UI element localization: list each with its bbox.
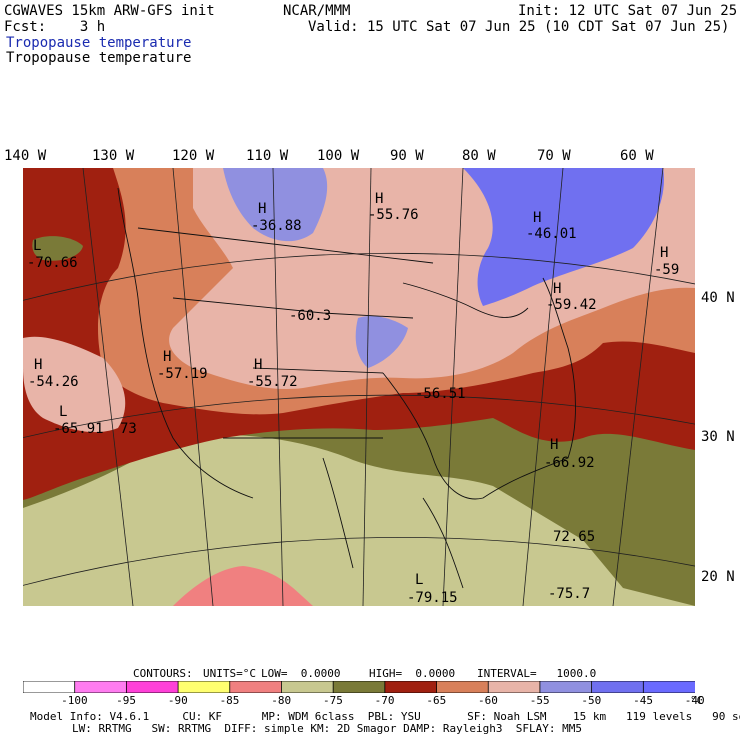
organization: NCAR/MMM — [283, 3, 351, 19]
footer-physics-info: LW: RRTMG SW: RRTMG DIFF: simple KM: 2D … — [72, 722, 582, 735]
contours-label: CONTOURS: — [133, 667, 193, 680]
lon-label: 80 W — [462, 148, 496, 164]
contours-high: HIGH= 0.0000 — [369, 667, 456, 680]
legend-swatch — [642, 681, 695, 693]
field-title: Tropopause temperature — [6, 35, 192, 51]
extremum-type: H — [254, 357, 263, 373]
legend-swatch — [74, 681, 128, 693]
legend-swatch — [591, 681, 645, 693]
extremum-type: H — [660, 245, 669, 261]
valid-time: Valid: 15 UTC Sat 07 Jun 25 (10 CDT Sat … — [308, 19, 730, 35]
extremum-value: -46.01 — [526, 226, 577, 242]
extremum-type: L — [415, 572, 424, 588]
lat-label: 20 N — [701, 569, 735, 585]
extremum-value: -36.88 — [251, 218, 302, 234]
extremum-type: H — [533, 210, 542, 226]
legend-tick-label: -90 — [167, 694, 188, 707]
extremum-value: -59.42 — [546, 297, 597, 313]
init-time: Init: 12 UTC Sat 07 Jun 25 — [518, 3, 738, 19]
lat-label: 40 N — [701, 290, 735, 306]
extremum-value: 72.65 — [553, 529, 596, 545]
footer-model-info: Model Info: V4.6.1 CU: KF MP: WDM 6class… — [30, 710, 740, 723]
legend-tick-label: -45 — [633, 694, 653, 707]
legend-swatch — [125, 681, 179, 693]
lat-label: 30 N — [701, 429, 735, 445]
region-lavender-nw — [223, 168, 328, 242]
legend-tick-label: -40 — [684, 694, 705, 707]
extremum-value: -55.72 — [247, 374, 298, 390]
region-olive-west — [32, 236, 83, 261]
legend-tick-label: -95 — [116, 694, 137, 707]
legend-tick-label: -85 — [219, 694, 240, 707]
lon-label: 140 W — [4, 148, 47, 164]
extremum-type: H — [258, 201, 267, 217]
legend-tick-label: -100 — [61, 694, 88, 707]
contours-units: UNITS=°C — [203, 667, 256, 680]
region-salmon — [173, 566, 313, 606]
boundaries — [117, 187, 576, 589]
extremum-value: -66.92 — [544, 455, 595, 471]
extremum-value: -79.15 — [407, 590, 458, 606]
legend-swatch — [384, 681, 438, 693]
extremum-value: -55.76 — [368, 207, 419, 223]
lon-label: 100 W — [317, 148, 360, 164]
extremum-value: -56.51 — [415, 386, 466, 402]
legend-tick-label: -50 — [581, 694, 602, 707]
extremum-value: -59 — [654, 262, 680, 278]
legend-swatch — [177, 681, 231, 693]
legend-swatch — [539, 681, 593, 693]
region-west-pink — [23, 336, 126, 433]
field-subtitle: Tropopause temperature — [6, 50, 192, 66]
lon-label: 130 W — [92, 148, 135, 164]
legend-swatch — [436, 681, 490, 693]
contours-low: LOW= 0.0000 — [261, 667, 341, 680]
extremum-value: 73 — [120, 421, 137, 437]
model-title: CGWAVES 15km ARW-GFS init — [4, 3, 215, 19]
lon-label: 60 W — [620, 148, 654, 164]
extremum-value: -57.19 — [157, 366, 208, 382]
tropopause-temperature-map — [23, 168, 695, 606]
extremum-value: -60.3 — [289, 308, 332, 324]
legend-tick-label: -80 — [271, 694, 292, 707]
forecast-hour: Fcst: 3 h — [4, 19, 106, 35]
color-legend-bar — [23, 681, 695, 693]
legend-tick-label: -55 — [529, 694, 550, 707]
legend-tick-label: -70 — [374, 694, 395, 707]
extremum-type: H — [163, 349, 172, 365]
legend-tick-label: -65 — [426, 694, 447, 707]
extremum-value: -75.7 — [548, 586, 591, 602]
region-blue-east — [463, 168, 664, 306]
legend-swatch — [487, 681, 541, 693]
extremum-value: -54.26 — [28, 374, 79, 390]
legend-swatch — [281, 681, 335, 693]
extremum-type: H — [553, 281, 562, 297]
region-lavender-central — [355, 316, 408, 368]
legend-swatch — [332, 681, 386, 693]
legend-unit: °C — [690, 694, 704, 707]
extremum-value: -65.91 — [53, 421, 104, 437]
legend-tick-label: -60 — [478, 694, 498, 707]
lon-label: 110 W — [246, 148, 289, 164]
extremum-type: H — [375, 191, 384, 207]
legend-swatch — [23, 681, 76, 693]
legend-swatch — [229, 681, 283, 693]
extremum-type: H — [34, 357, 43, 373]
contours-interval: INTERVAL= 1000.0 — [477, 667, 597, 680]
lon-label: 90 W — [390, 148, 424, 164]
legend-tick-label: -75 — [322, 694, 343, 707]
lon-label: 70 W — [537, 148, 571, 164]
extremum-value: -70.66 — [27, 255, 78, 271]
extremum-type: L — [59, 404, 68, 420]
extremum-type: H — [550, 437, 559, 453]
lon-label: 120 W — [172, 148, 215, 164]
extremum-type: L — [33, 238, 42, 254]
